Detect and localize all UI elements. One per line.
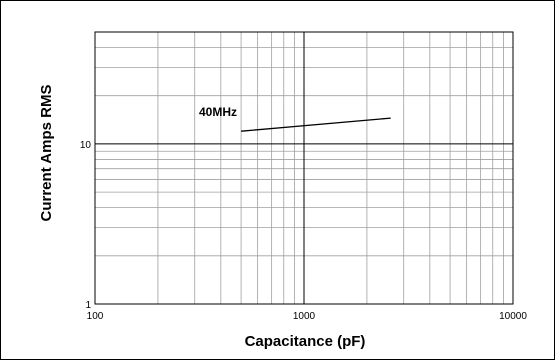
major-grid xyxy=(95,32,513,304)
series-line-40mhz xyxy=(241,117,391,132)
y-tick-label-10: 10 xyxy=(80,140,92,151)
x-axis-title: Capacitance (pF) xyxy=(245,333,366,350)
x-tick-label-1000: 1000 xyxy=(293,311,316,322)
y-tick-label-1: 1 xyxy=(85,300,91,311)
x-tick-label-100: 100 xyxy=(87,311,104,322)
y-axis-title: Current Amps RMS xyxy=(38,85,55,222)
series-layer xyxy=(241,117,391,132)
plot-area xyxy=(94,31,514,305)
x-tick-label-10000: 10000 xyxy=(499,311,527,322)
series-label-40mhz: 40MHz xyxy=(199,105,237,119)
